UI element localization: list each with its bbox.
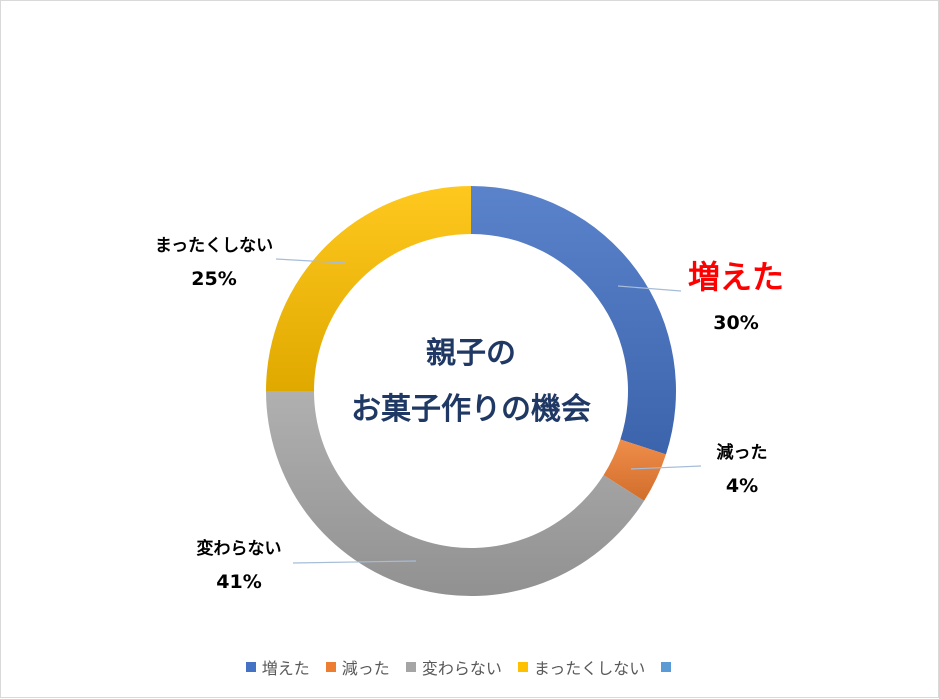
leader-line [292, 560, 417, 564]
legend-item[interactable]: まったくしない [517, 655, 646, 679]
leader-line [275, 258, 347, 264]
data-label-value: 41% [216, 571, 261, 593]
center-title: 親子の お菓子作りの機会 [351, 336, 591, 427]
legend-label: 増えた [261, 659, 310, 678]
data-label-category: 増えた [688, 258, 784, 296]
donut-slice-3[interactable] [266, 391, 645, 596]
legend-item[interactable]: 減った [325, 655, 390, 679]
legend-swatch [325, 662, 336, 672]
data-label-category: 変わらない [197, 538, 282, 559]
data-label-category: 減った [717, 442, 768, 463]
leader-lines-group [275, 258, 702, 564]
data-label-value: 4% [726, 475, 758, 497]
data-label-value: 25% [191, 268, 236, 290]
donut-slice-1[interactable] [471, 186, 676, 455]
legend-item[interactable]: 変わらない [405, 655, 502, 679]
leader-line [630, 465, 702, 470]
legend: 増えた 減った 変わらない まったくしない [1, 656, 938, 678]
legend-label: 減った [341, 659, 390, 678]
legend-item[interactable] [661, 662, 677, 672]
legend-swatch [245, 662, 256, 672]
legend-label: まったくしない [533, 659, 646, 678]
legend-swatch [661, 662, 672, 672]
data-label-value: 30% [713, 312, 758, 334]
legend-swatch [517, 662, 528, 672]
labels-group: 増えた 30% 減った 4% 変わらない 41% まったくしない 25% [155, 236, 784, 593]
center-title-line-2: お菓子作りの機会 [351, 392, 591, 427]
legend-item[interactable]: 増えた [245, 655, 310, 679]
slices-group [266, 186, 676, 596]
leader-line [617, 285, 682, 292]
donut-slice-4[interactable] [266, 186, 471, 391]
center-title-line-1: 親子の [426, 336, 516, 371]
data-label-category: まったくしない [155, 236, 273, 256]
legend-swatch [405, 662, 416, 672]
donut-slice-2[interactable] [603, 439, 666, 501]
legend-label: 変わらない [421, 659, 502, 678]
